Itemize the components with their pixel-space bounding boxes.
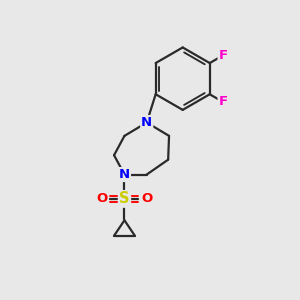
Text: O: O [97,192,108,206]
Text: F: F [218,95,228,109]
Text: F: F [218,49,228,62]
Text: N: N [141,116,152,129]
Text: N: N [119,168,130,181]
Text: S: S [119,191,130,206]
Text: O: O [141,192,152,206]
